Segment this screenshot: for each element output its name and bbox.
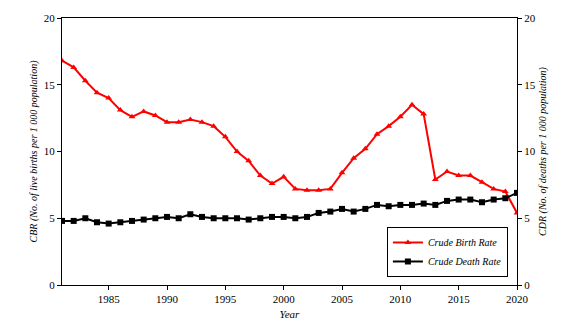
svg-text:CBR (No. of live births per 1: CBR (No. of live births per 1 000 popula… xyxy=(28,60,40,243)
svg-text:15: 15 xyxy=(44,79,56,91)
svg-text:5: 5 xyxy=(49,212,55,224)
svg-text:2020: 2020 xyxy=(506,293,529,305)
svg-text:Crude Birth Rate: Crude Birth Rate xyxy=(428,237,497,248)
svg-text:5: 5 xyxy=(524,212,530,224)
svg-text:10: 10 xyxy=(524,145,536,157)
svg-text:1985: 1985 xyxy=(98,293,121,305)
svg-text:CDR (No. of deaths per 1 000 p: CDR (No. of deaths per 1 000 population) xyxy=(537,66,549,236)
svg-text:2015: 2015 xyxy=(448,293,471,305)
svg-text:1990: 1990 xyxy=(156,293,179,305)
svg-text:10: 10 xyxy=(44,145,56,157)
svg-text:2010: 2010 xyxy=(389,293,412,305)
svg-text:2005: 2005 xyxy=(331,293,354,305)
svg-text:Year: Year xyxy=(280,308,300,320)
svg-text:15: 15 xyxy=(524,79,536,91)
svg-text:20: 20 xyxy=(524,12,536,24)
svg-text:1995: 1995 xyxy=(214,293,237,305)
svg-text:2000: 2000 xyxy=(273,293,296,305)
svg-text:0: 0 xyxy=(524,279,530,291)
svg-text:0: 0 xyxy=(49,279,55,291)
svg-text:20: 20 xyxy=(44,12,56,24)
svg-text:Crude Death Rate: Crude Death Rate xyxy=(428,256,501,267)
